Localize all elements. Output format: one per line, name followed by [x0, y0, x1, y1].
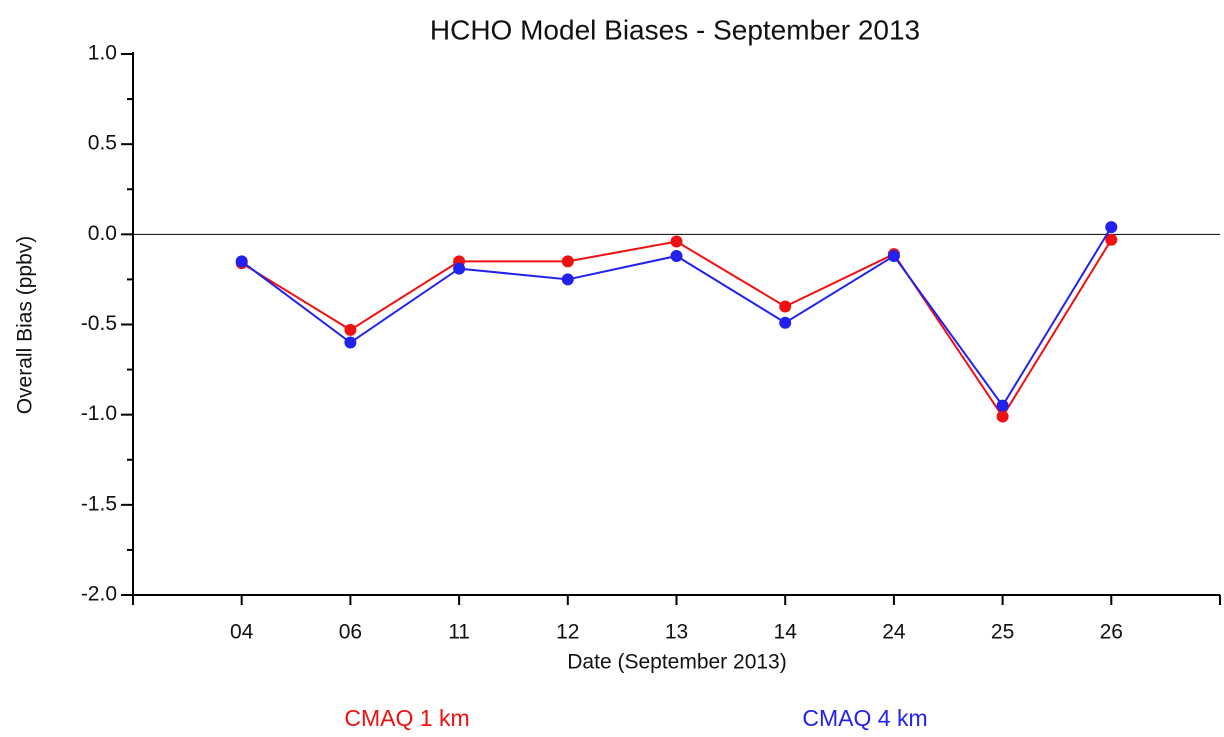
legend-label: CMAQ 1 km	[344, 705, 469, 731]
data-point	[344, 323, 357, 336]
data-point	[779, 316, 792, 329]
y-tick-label: -1.5	[81, 492, 117, 515]
x-tick-label: 25	[991, 621, 1014, 644]
chart-title: HCHO Model Biases - September 2013	[430, 14, 920, 45]
x-tick-label: 26	[1100, 621, 1123, 644]
data-point	[561, 255, 574, 268]
x-tick-label: 13	[665, 621, 688, 644]
data-point	[344, 336, 357, 349]
data-point	[670, 235, 683, 248]
y-tick-label: -0.5	[81, 312, 117, 335]
data-point	[561, 273, 574, 286]
x-tick-label: 14	[774, 621, 798, 644]
y-tick-label: -2.0	[81, 583, 117, 606]
data-point	[887, 249, 900, 262]
data-point	[996, 399, 1009, 412]
y-tick-label: 1.0	[88, 42, 117, 65]
data-point	[453, 262, 466, 275]
data-point	[779, 300, 792, 313]
data-point	[1105, 233, 1118, 246]
x-tick-label: 12	[556, 621, 579, 644]
x-tick-label: 04	[230, 621, 254, 644]
y-tick-label: -1.0	[81, 402, 117, 425]
data-point	[996, 410, 1009, 423]
x-tick-label: 06	[339, 621, 362, 644]
x-tick-label: 11	[448, 621, 470, 644]
data-point	[1105, 221, 1118, 234]
y-tick-label: 0.5	[88, 132, 117, 155]
legend-label: CMAQ 4 km	[802, 705, 927, 731]
x-axis-label: Date (September 2013)	[567, 651, 786, 674]
y-tick-label: 0.0	[88, 222, 117, 245]
y-axis-label: Overall Bias (ppbv)	[14, 236, 37, 415]
data-point	[670, 249, 683, 262]
data-point	[235, 255, 248, 268]
x-tick-label: 24	[882, 621, 906, 644]
